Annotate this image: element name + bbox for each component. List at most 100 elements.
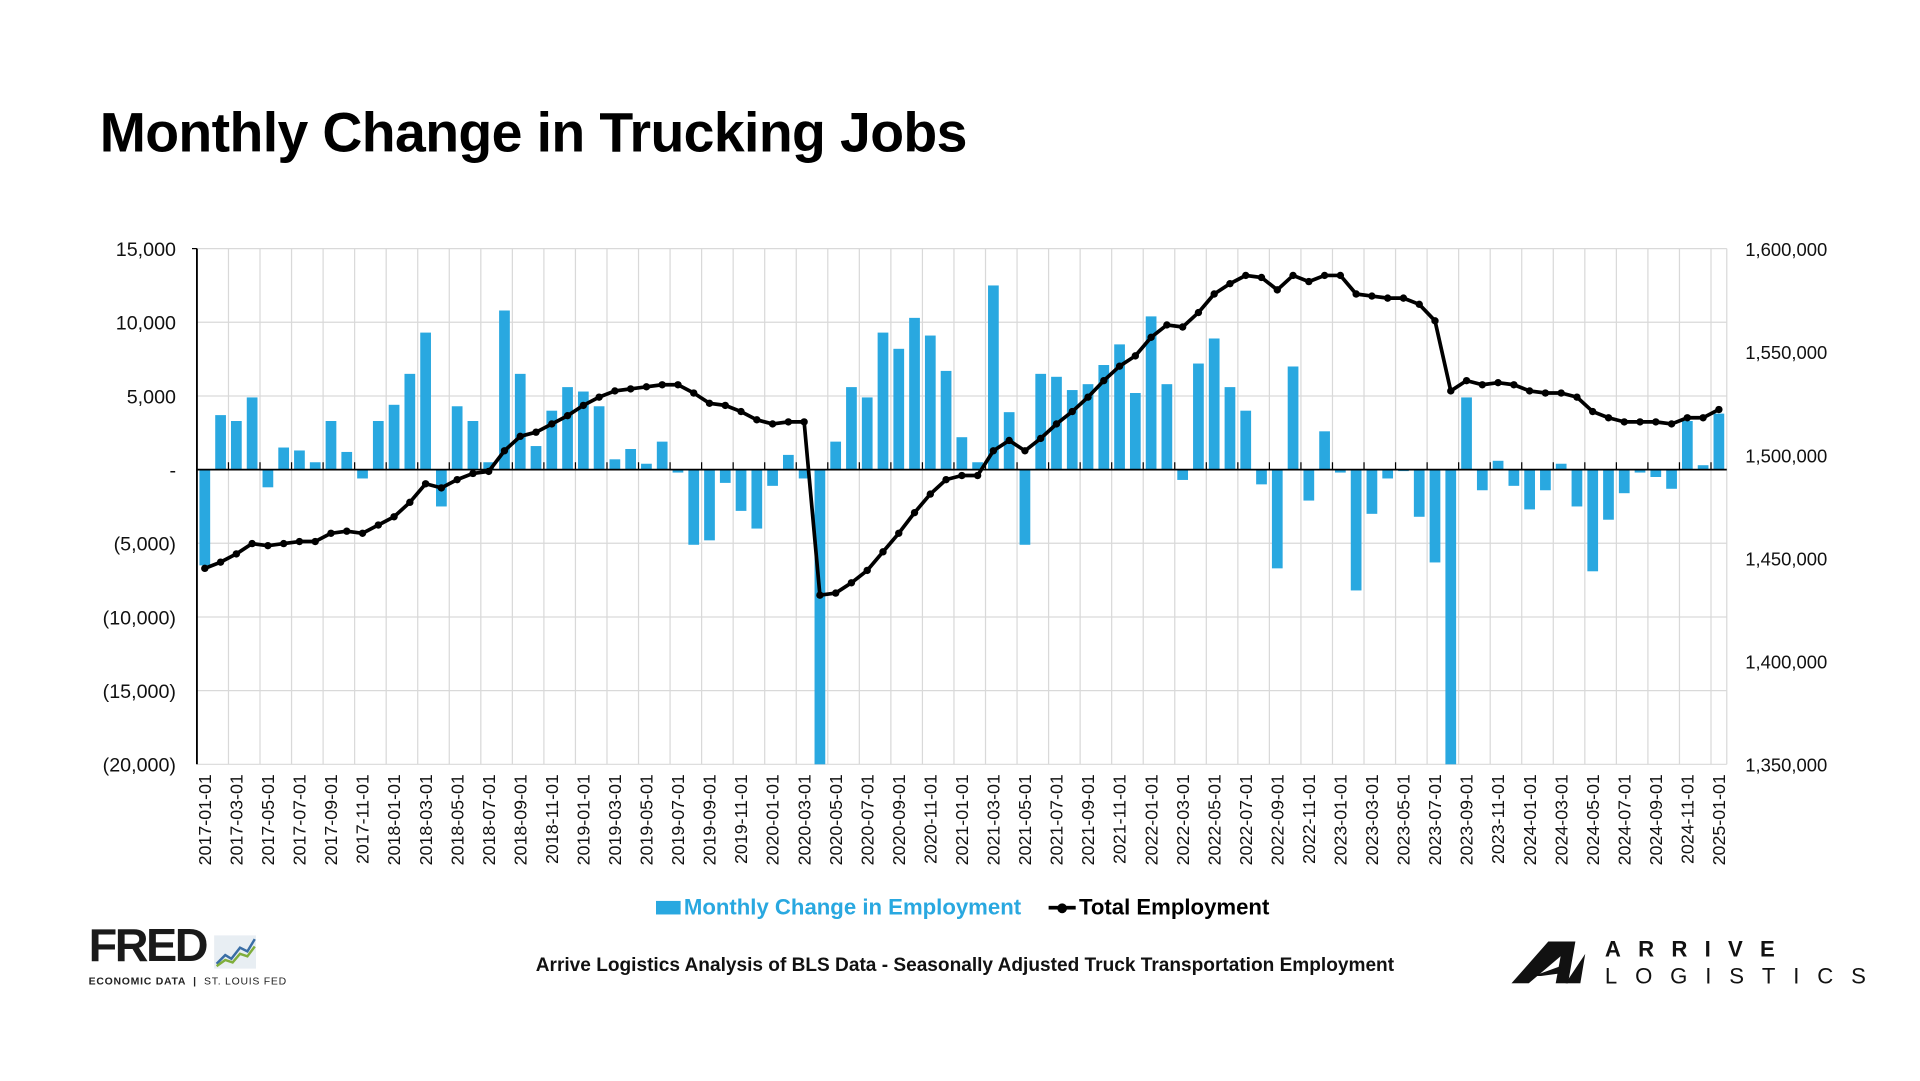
point-total-employment xyxy=(1541,389,1550,397)
bar-monthly-change xyxy=(625,448,637,470)
logistics-word: LOGISTICS xyxy=(1604,963,1884,989)
point-total-employment xyxy=(1478,381,1487,389)
bar-monthly-change xyxy=(1713,413,1725,470)
bar-monthly-change xyxy=(467,421,479,470)
bar-monthly-change xyxy=(278,447,290,470)
x-tick-label: 2025-01-01 xyxy=(1709,774,1729,865)
bar-monthly-change xyxy=(357,469,368,479)
point-total-employment xyxy=(595,393,603,401)
bar-monthly-change xyxy=(388,404,400,470)
x-tick-label: 2019-01-01 xyxy=(573,774,593,865)
point-total-employment xyxy=(1052,420,1061,428)
point-total-employment xyxy=(1525,387,1534,395)
point-total-employment xyxy=(485,467,493,476)
point-total-employment xyxy=(532,428,540,436)
x-tick-label: 2017-01-01 xyxy=(195,774,215,865)
bar-monthly-change xyxy=(798,469,810,479)
x-tick-label: 2018-09-01 xyxy=(510,774,530,865)
point-total-employment xyxy=(690,389,698,397)
bar-monthly-change xyxy=(988,285,999,470)
bar-monthly-change xyxy=(1240,410,1252,470)
point-total-employment xyxy=(216,558,225,566)
bar-monthly-change xyxy=(294,450,305,470)
point-total-employment xyxy=(516,432,524,441)
point-total-employment xyxy=(1715,405,1723,414)
bar-monthly-change xyxy=(972,462,983,470)
bar-monthly-change xyxy=(514,373,526,470)
bar-monthly-change xyxy=(309,462,321,470)
left-tick-label: (15,000) xyxy=(103,681,176,703)
fred-logo: FRED ECONOMIC DATA | ST. LOUIS FED xyxy=(88,920,287,988)
x-tick-label: 2018-07-01 xyxy=(479,774,499,865)
point-total-employment xyxy=(295,537,304,546)
point-total-employment xyxy=(753,416,761,424)
x-tick-label: 2021-03-01 xyxy=(984,774,1004,865)
bar-monthly-change xyxy=(546,410,558,470)
point-total-employment xyxy=(1226,279,1234,288)
x-tick-label: 2020-03-01 xyxy=(794,774,814,865)
right-tick-label: 1,600,000 xyxy=(1745,239,1827,260)
x-tick-label: 2017-09-01 xyxy=(321,774,341,865)
x-tick-label: 2023-09-01 xyxy=(1457,774,1477,865)
legend-item-monthly-change: Monthly Change in Employment xyxy=(655,895,1021,921)
bar-monthly-change xyxy=(877,332,889,470)
point-total-employment xyxy=(658,381,666,389)
point-total-employment xyxy=(1210,290,1218,298)
left-tick-label: 10,000 xyxy=(116,313,176,335)
bar-monthly-change xyxy=(1129,393,1141,470)
x-tick-label: 2019-05-01 xyxy=(637,774,657,865)
point-total-employment xyxy=(279,539,288,548)
x-tick-label: 2022-07-01 xyxy=(1236,774,1256,865)
point-total-employment xyxy=(926,490,934,498)
bar-monthly-change xyxy=(499,310,510,470)
bar-monthly-change xyxy=(1413,469,1425,517)
point-total-employment xyxy=(1620,418,1628,426)
x-tick-label: 2020-11-01 xyxy=(920,774,940,864)
bar-monthly-change xyxy=(1429,469,1441,563)
x-tick-label: 2022-11-01 xyxy=(1299,774,1319,864)
bar-monthly-change xyxy=(1524,469,1535,510)
point-total-employment xyxy=(1131,352,1140,360)
x-tick-label: 2024-05-01 xyxy=(1583,774,1603,865)
x-tick-label: 2023-03-01 xyxy=(1362,774,1382,865)
point-total-employment xyxy=(784,418,793,426)
x-tick-label: 2018-11-01 xyxy=(542,774,562,864)
point-total-employment xyxy=(232,550,241,558)
bar-monthly-change xyxy=(420,332,431,470)
point-total-employment xyxy=(863,566,871,575)
point-total-employment xyxy=(611,387,619,395)
bar-monthly-change xyxy=(1208,338,1220,470)
bar-monthly-change xyxy=(1019,469,1031,545)
x-tick-label: 2017-05-01 xyxy=(258,774,278,865)
bar-monthly-change xyxy=(861,397,873,470)
bar-monthly-change xyxy=(704,469,715,541)
bar-monthly-change xyxy=(719,469,731,483)
point-total-employment xyxy=(1178,323,1187,331)
point-total-employment xyxy=(674,381,682,389)
x-tick-label: 2019-09-01 xyxy=(700,774,720,865)
point-total-employment xyxy=(831,589,840,597)
chart-title: Monthly Change in Trucking Jobs xyxy=(99,100,968,164)
bar-monthly-change xyxy=(1224,387,1236,470)
point-total-employment xyxy=(1699,414,1707,422)
point-total-employment xyxy=(1431,317,1439,325)
point-total-employment xyxy=(563,412,572,420)
left-tick-label: 5,000 xyxy=(127,386,176,408)
arrive-word: ARRIVE xyxy=(1604,936,1793,962)
point-total-employment xyxy=(800,418,808,426)
x-tick-label: 2024-01-01 xyxy=(1520,774,1540,865)
point-total-employment xyxy=(1005,436,1013,445)
left-tick-label: (20,000) xyxy=(103,755,176,777)
bar-monthly-change xyxy=(1177,469,1189,480)
right-tick-label: 1,350,000 xyxy=(1745,755,1827,776)
bar-monthly-change xyxy=(1476,469,1488,491)
bar-monthly-change xyxy=(656,441,668,470)
x-tick-label: 2023-05-01 xyxy=(1394,774,1414,865)
x-tick-label: 2019-03-01 xyxy=(605,774,625,865)
point-total-employment xyxy=(1037,434,1045,443)
x-tick-label: 2017-03-01 xyxy=(227,774,247,865)
point-total-employment xyxy=(1415,300,1423,309)
left-tick-label: - xyxy=(169,460,176,482)
arrive-logistics-logo: ARRIVE LOGISTICS xyxy=(1511,938,1883,987)
